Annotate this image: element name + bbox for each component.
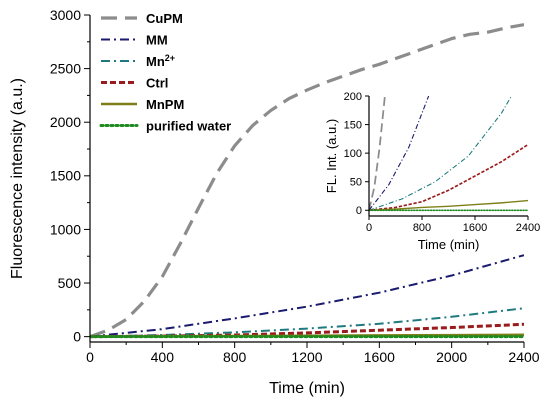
legend-label-0: CuPM [146, 11, 183, 26]
inset-y-axis-label: FL. Int. (a.u.) [324, 119, 339, 193]
main-x-tick-label-6: 2400 [508, 349, 539, 365]
legend: CuPM MM Mn2+ Ctrl MnPM purified water [99, 11, 231, 134]
main-x-tick-label-1: 400 [151, 349, 175, 365]
main-y-tick-label-6: 3000 [50, 7, 81, 23]
legend-label-sup-2: 2+ [165, 53, 175, 63]
main-x-tick-label-2: 800 [223, 349, 247, 365]
inset-x-tick-label-0: 0 [366, 222, 372, 234]
main-y-tick-label-4: 2000 [50, 114, 81, 130]
main-series-line-0 [90, 23, 524, 339]
legend-label-base-3: Ctrl [146, 76, 168, 91]
main-x-axis-label: Time (min) [269, 380, 345, 397]
main-series-group [90, 23, 524, 339]
inset-x-tick-label-1: 800 [413, 222, 431, 234]
main-y-tick-label-1: 500 [58, 275, 82, 291]
legend-label-4: MnPM [146, 97, 184, 112]
inset-series-line-3 [369, 143, 528, 212]
main-y-axis-label: Fluorescence intensity (a.u.) [9, 78, 26, 279]
main-x-tick-label-0: 0 [86, 349, 94, 365]
main-series-line-1 [90, 254, 524, 338]
main-y-tick-label-0: 0 [73, 329, 81, 345]
inset-series-group [369, 96, 528, 212]
inset-y-tick-label-3: 150 [344, 119, 362, 131]
inset-series-line-2 [369, 96, 512, 211]
legend-label-3: Ctrl [146, 76, 168, 91]
inset-series-line-4 [369, 199, 528, 212]
inset-series-line-0 [369, 96, 386, 211]
legend-label-5: purified water [146, 119, 231, 134]
legend-label-base-5: purified water [146, 119, 231, 134]
inset-y-tick-label-1: 50 [350, 177, 362, 189]
inset-series-line-1 [369, 96, 430, 211]
legend-label-base-2: Mn [146, 54, 165, 69]
inset-x-tick-label-3: 2400 [516, 222, 540, 234]
main-x-tick-label-4: 1600 [364, 349, 395, 365]
legend-label-base-0: CuPM [146, 11, 183, 26]
inset-plot: 0 800 1600 2400 0 50 100 150 200 Time (min) FL. In… [324, 91, 540, 252]
main-y-tick-label-2: 1000 [50, 221, 81, 237]
legend-label-1: MM [146, 33, 168, 48]
main-x-tick-label-3: 1200 [291, 349, 322, 365]
main-y-tick-label-5: 2500 [50, 61, 81, 77]
inset-y-tick-label-2: 100 [344, 148, 362, 160]
inset-y-tick-label-0: 0 [356, 205, 362, 217]
main-y-tick-label-3: 1500 [50, 168, 81, 184]
main-plot: 0 400 800 1200 1600 2000 240005001000150020002… [9, 7, 540, 397]
inset-x-axis-label: Time (min) [418, 237, 480, 252]
main-x-tick-label-5: 2000 [436, 349, 467, 365]
legend-label-base-4: MnPM [146, 97, 184, 112]
inset-y-tick-label-4: 200 [344, 91, 362, 103]
legend-label-base-1: MM [146, 33, 168, 48]
inset-x-tick-label-2: 1600 [463, 222, 487, 234]
main-series-line-2 [90, 307, 524, 338]
legend-label-2: Mn2+ [146, 53, 175, 69]
